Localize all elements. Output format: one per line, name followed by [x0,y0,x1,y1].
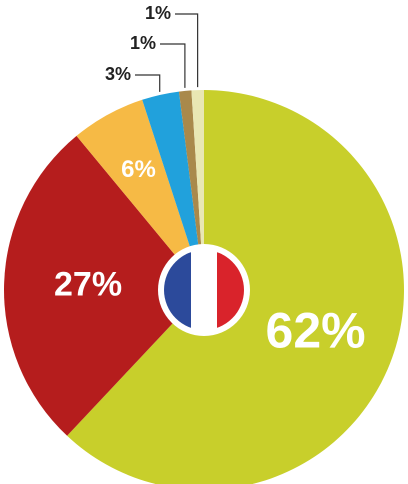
slice [142,91,204,290]
slice [191,90,204,290]
leader-line [135,74,161,92]
value-label: 1% [130,33,156,53]
value-label: 1% [145,3,171,23]
labels: 62% 27% 6% 3% 1% 1% [54,3,366,359]
value-label: 62% [266,302,366,358]
leader-line [160,43,186,88]
value-label: 6% [121,156,156,183]
value-label: 27% [54,265,122,303]
slice [178,90,204,290]
slice [3,135,205,436]
slice [76,99,204,290]
leader-line [175,13,199,88]
value-label: 3% [105,64,131,84]
flag [164,250,244,330]
flag-badge [158,244,250,336]
